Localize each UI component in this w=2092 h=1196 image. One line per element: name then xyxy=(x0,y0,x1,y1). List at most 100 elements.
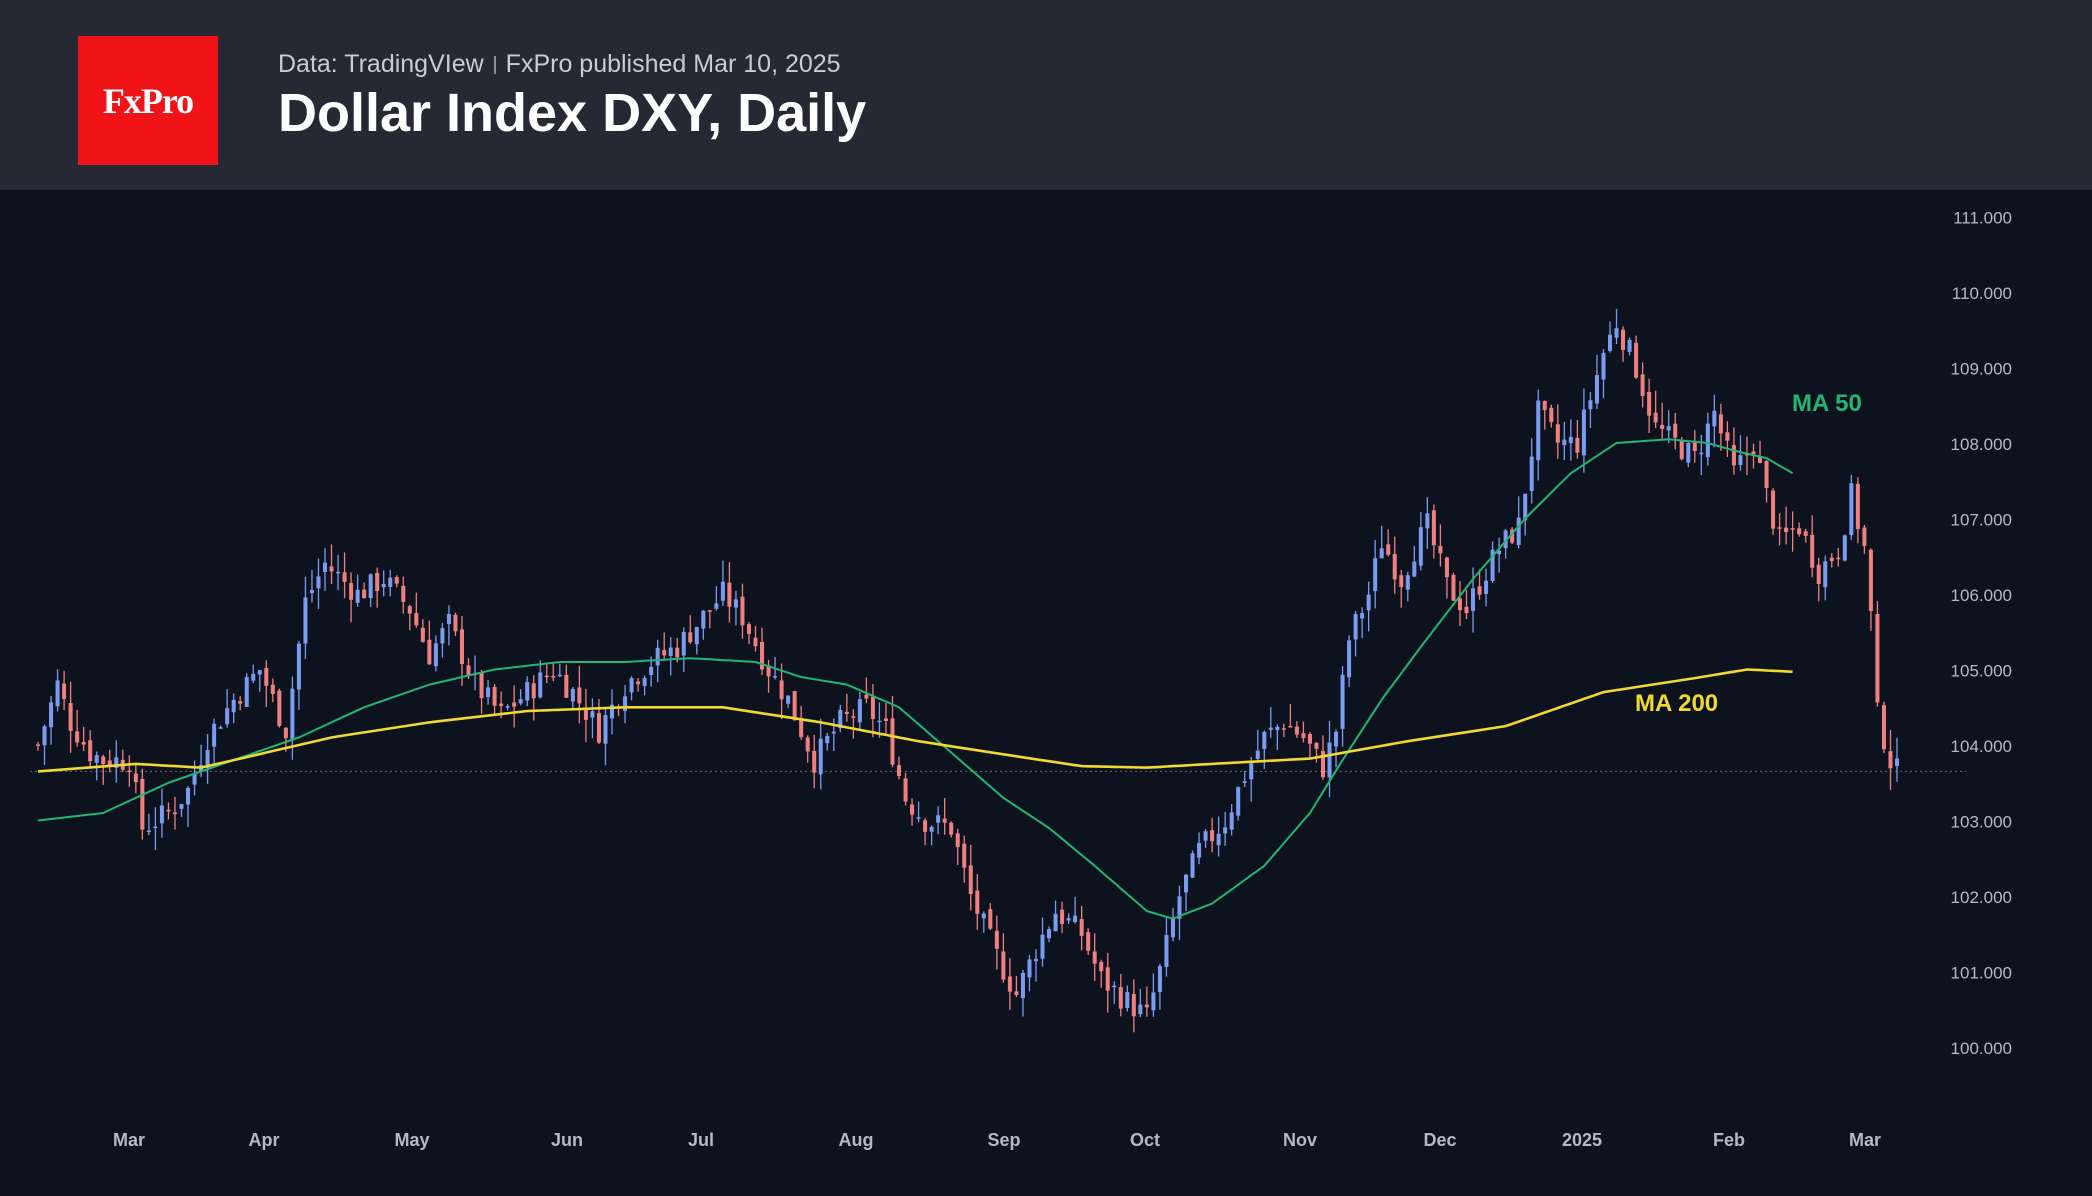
candle-body xyxy=(1816,564,1821,584)
candle-body xyxy=(753,637,758,647)
candle-body xyxy=(1868,549,1873,611)
candle-body xyxy=(1621,329,1626,350)
candle-body xyxy=(714,603,719,609)
candle-body xyxy=(1229,812,1234,830)
candle-body xyxy=(851,716,856,718)
candle-body xyxy=(538,672,543,698)
y-tick-label: 106.000 xyxy=(1951,586,2012,605)
candle-body xyxy=(1373,558,1378,592)
candle-body xyxy=(1216,833,1221,846)
candle-body xyxy=(981,913,986,919)
candle-body xyxy=(505,706,510,708)
candle-body xyxy=(1784,527,1789,533)
candle-body xyxy=(1823,561,1828,588)
candle-body xyxy=(968,865,973,895)
y-tick-label: 104.000 xyxy=(1951,737,2012,756)
candle-body xyxy=(342,572,347,582)
chart-header: FxPro Data: TradingVIew FxPro published M… xyxy=(0,0,2092,190)
candle-body xyxy=(1105,967,1110,991)
y-tick-label: 102.000 xyxy=(1951,888,2012,907)
candle-body xyxy=(427,639,432,665)
candle-body xyxy=(1379,548,1384,559)
candle-body xyxy=(1079,919,1084,936)
candle-body xyxy=(1555,424,1560,443)
x-tick-label: Nov xyxy=(1283,1130,1317,1150)
candle-body xyxy=(1634,342,1639,378)
candle-body xyxy=(649,666,654,675)
candle-body xyxy=(1203,831,1208,841)
candle-body xyxy=(1471,588,1476,611)
candle-body xyxy=(1627,339,1632,352)
candle-body xyxy=(936,815,941,823)
x-tick-label: May xyxy=(394,1130,429,1150)
candle-body xyxy=(1320,751,1326,778)
candle-body xyxy=(140,778,145,830)
candle-body xyxy=(440,628,445,644)
candle-body xyxy=(1027,959,1032,978)
candle-body xyxy=(1040,934,1045,959)
candle-body xyxy=(1666,426,1671,431)
candle-body xyxy=(1457,598,1462,611)
candle-body xyxy=(1092,951,1097,964)
y-tick-label: 110.000 xyxy=(1952,284,2012,303)
candle-body xyxy=(375,572,380,592)
candle-body xyxy=(62,683,67,699)
candle-body xyxy=(1771,490,1776,529)
candle-body xyxy=(1594,375,1599,404)
candle-body xyxy=(1829,557,1834,562)
candle-body xyxy=(1842,535,1847,561)
candle-body xyxy=(290,688,295,740)
x-tick-label: Sep xyxy=(987,1130,1020,1150)
candle-body xyxy=(1170,917,1175,938)
candle-body xyxy=(883,718,888,722)
candle-body xyxy=(1066,918,1071,921)
candle-body xyxy=(1581,409,1586,456)
candle-body xyxy=(720,581,725,601)
candle-body xyxy=(336,571,341,574)
candle-body xyxy=(1490,549,1495,582)
candle-body xyxy=(1699,452,1704,455)
candle-body xyxy=(1060,909,1065,924)
candle-body xyxy=(1640,374,1645,396)
candle-body xyxy=(107,760,112,768)
candle-body xyxy=(1451,574,1456,601)
candle-body xyxy=(1340,674,1345,729)
candle-body xyxy=(1692,441,1697,452)
candle-body xyxy=(101,756,106,765)
candle-body xyxy=(870,696,875,719)
candle-body xyxy=(557,674,562,677)
candle-body xyxy=(890,718,895,765)
candle-body xyxy=(1275,726,1280,731)
ma200-label: MA 200 xyxy=(1635,690,1718,717)
candle-body xyxy=(623,696,628,711)
candle-body xyxy=(381,584,386,588)
candle-body xyxy=(1614,328,1619,338)
candle-body xyxy=(1157,966,1162,993)
candle-body xyxy=(1653,412,1658,423)
y-tick-label: 109.000 xyxy=(1951,360,2012,379)
candle-body xyxy=(407,606,412,614)
x-tick-label: Jun xyxy=(551,1130,583,1150)
candle-body xyxy=(94,755,99,763)
candle-body xyxy=(1425,513,1430,529)
candle-body xyxy=(479,672,484,699)
candle-body xyxy=(1803,531,1808,536)
y-tick-label: 105.000 xyxy=(1951,662,2012,681)
candle-body xyxy=(1718,414,1723,434)
candle-body xyxy=(212,723,217,747)
candle-body xyxy=(264,667,269,686)
candle-body xyxy=(1575,437,1580,453)
candle-body xyxy=(596,712,601,743)
candle-body xyxy=(1033,958,1039,962)
price-chart: 111.000 110.000 109.000 108.000 107.000 106.0… xyxy=(0,190,2092,1196)
meta-divider xyxy=(493,56,496,74)
candle-body xyxy=(146,830,151,833)
candle-body xyxy=(818,738,823,775)
candle-body xyxy=(1294,726,1299,735)
candle-body xyxy=(570,688,575,702)
candle-body xyxy=(1392,554,1397,580)
candle-body xyxy=(492,686,497,706)
candle-body xyxy=(1144,1004,1149,1008)
candle-body xyxy=(1503,530,1508,549)
candle-body xyxy=(1516,517,1521,546)
